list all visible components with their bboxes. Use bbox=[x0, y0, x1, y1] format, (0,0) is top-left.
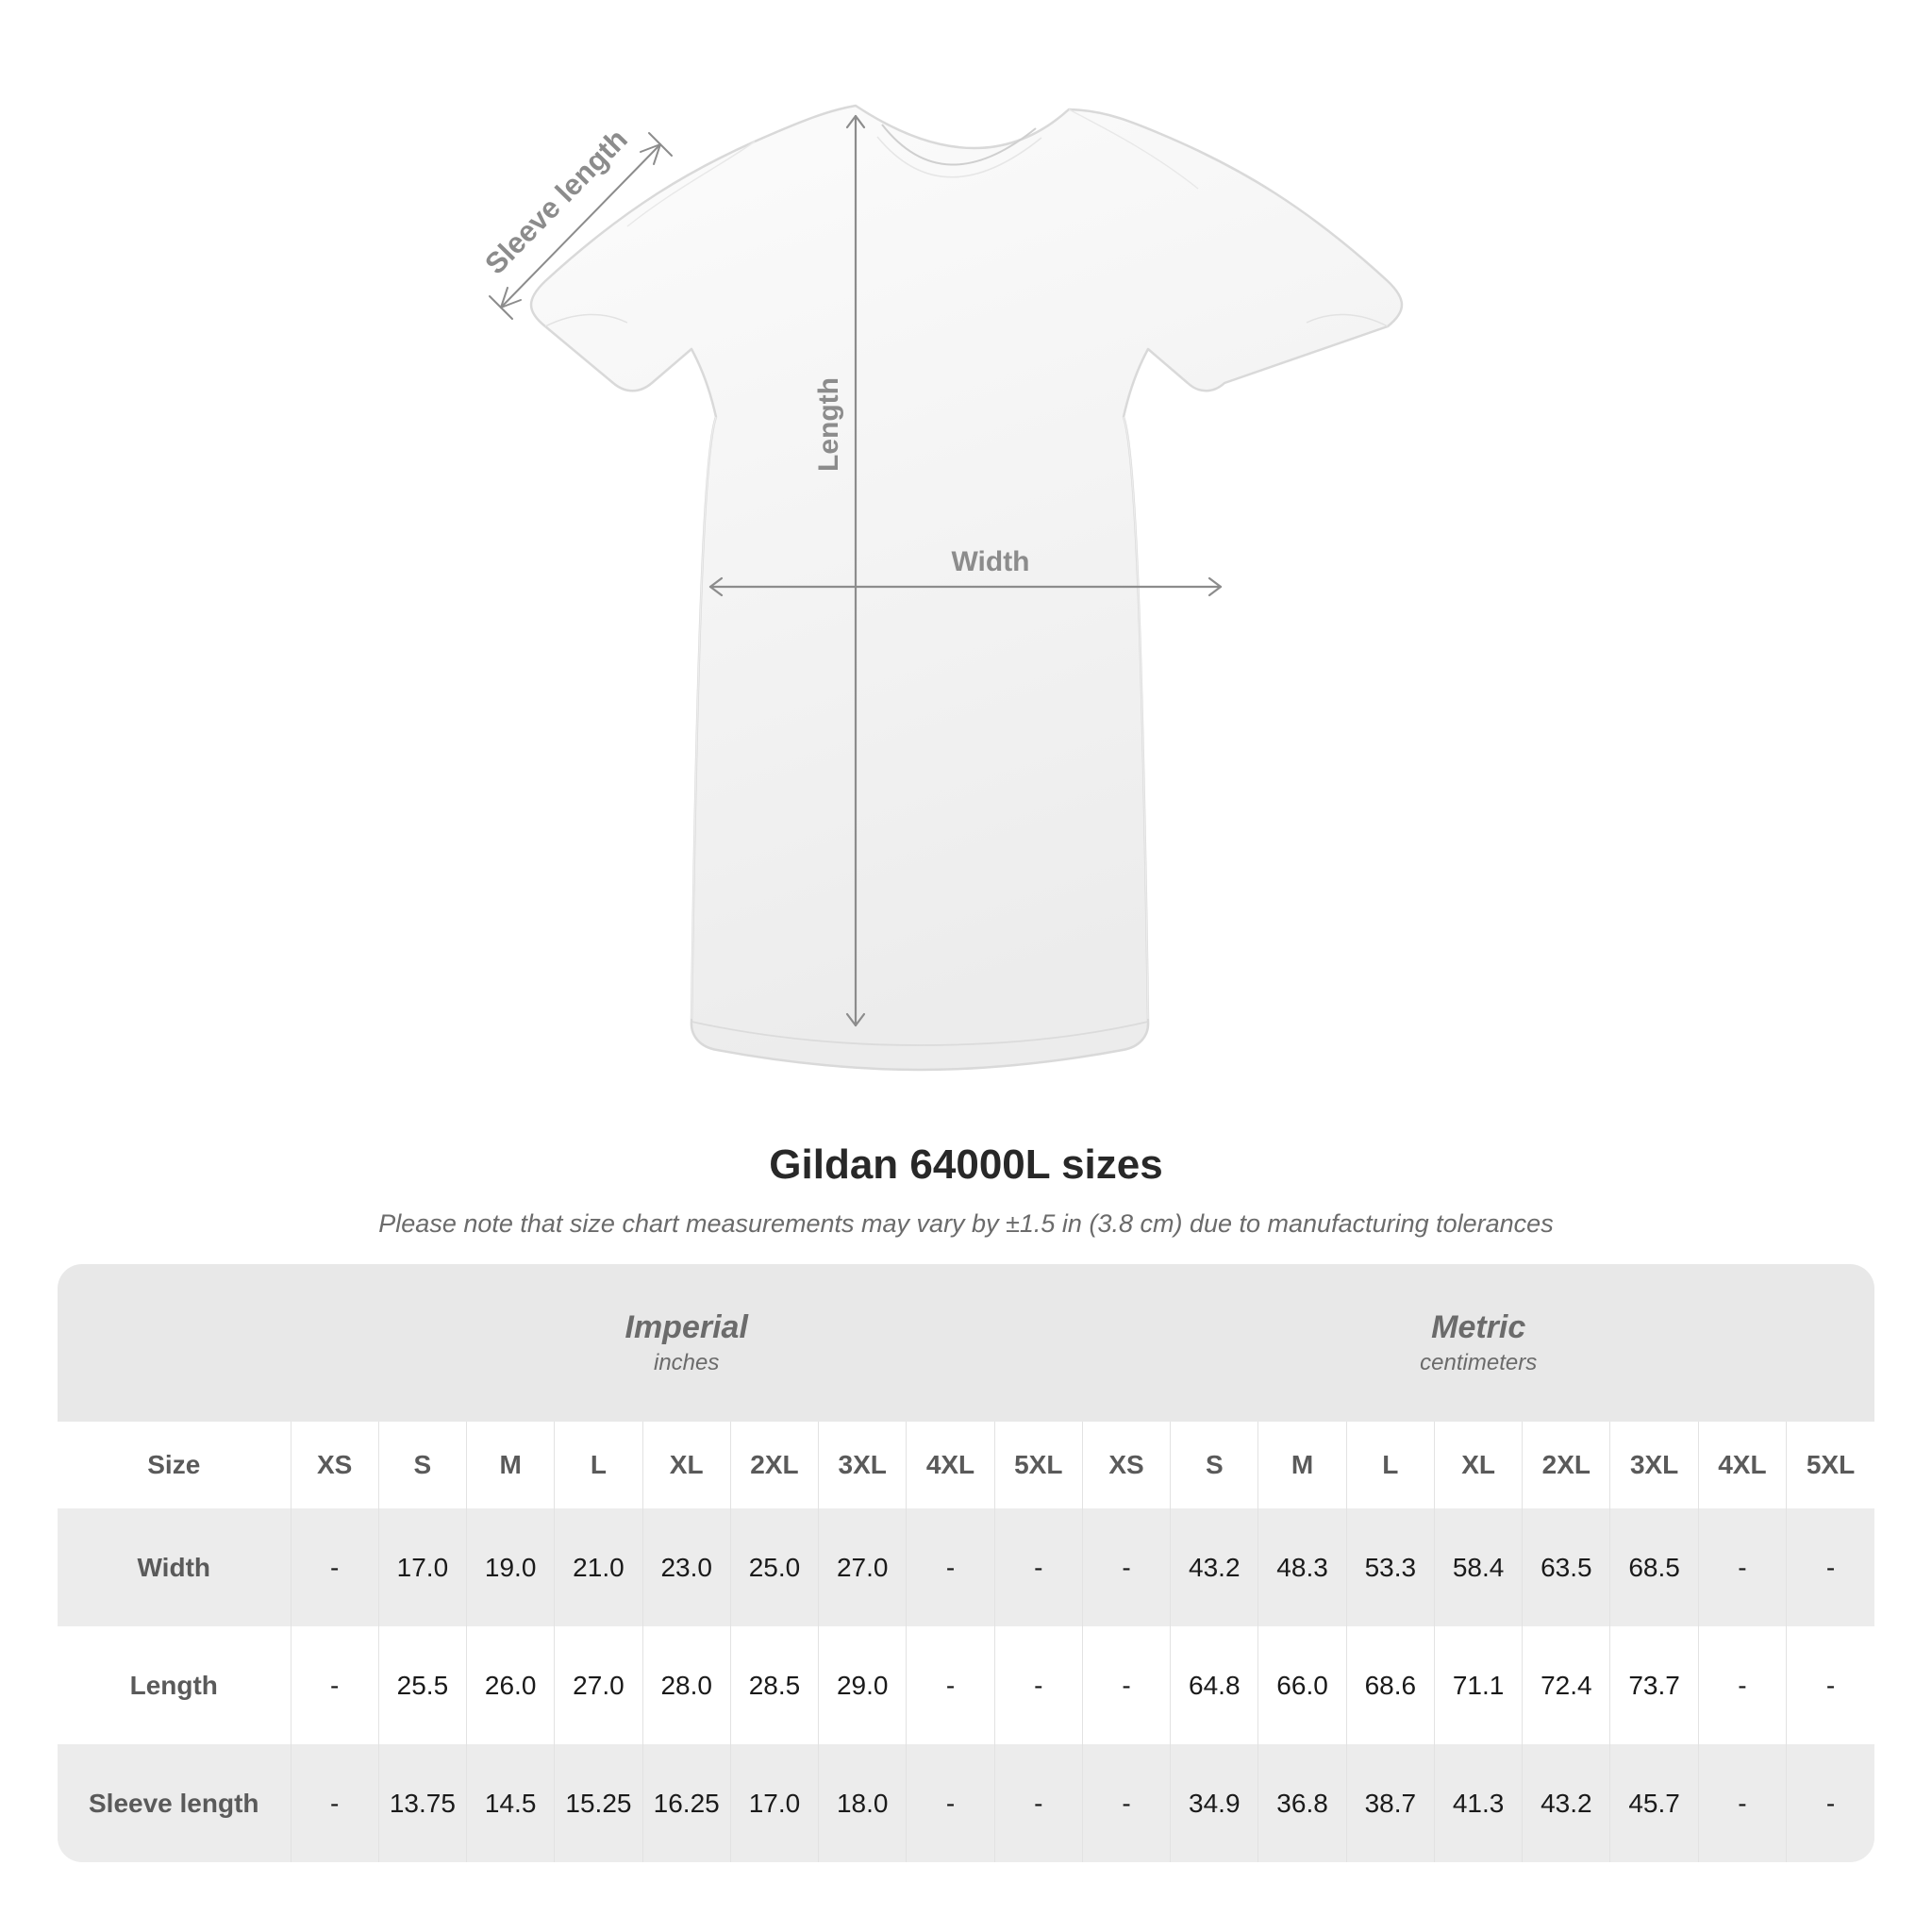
svg-text:Width: Width bbox=[951, 546, 1029, 577]
svg-text:Length: Length bbox=[813, 377, 844, 472]
